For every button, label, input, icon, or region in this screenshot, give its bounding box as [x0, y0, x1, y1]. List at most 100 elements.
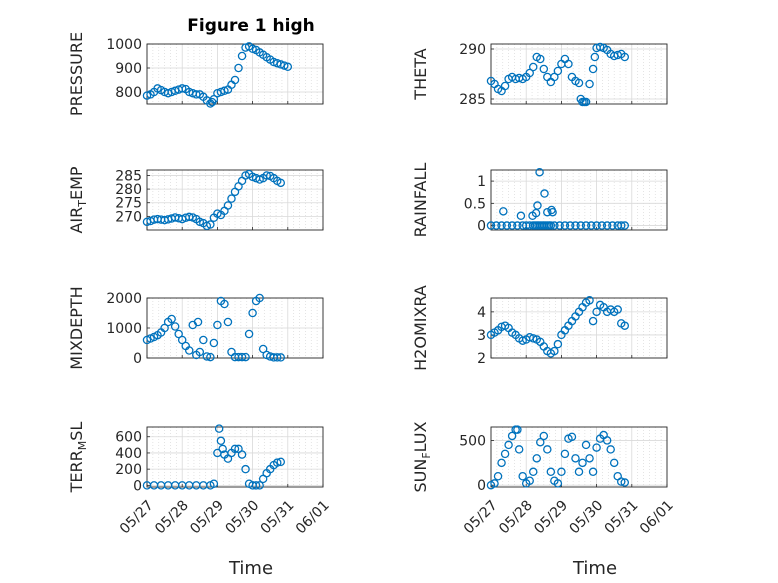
y-axis-label: MIXDEPTH	[67, 286, 86, 369]
data-point	[550, 221, 559, 230]
data-point	[237, 51, 247, 61]
data-point	[555, 221, 564, 230]
data-point	[490, 479, 499, 488]
axes-box	[146, 43, 324, 105]
axes-box	[146, 426, 324, 488]
data-point	[209, 338, 219, 348]
x-tick-label: 05/27	[117, 497, 157, 537]
data-point	[553, 66, 563, 76]
data-point	[276, 178, 286, 188]
x-axis-label-left: Time	[228, 558, 273, 579]
data-point	[177, 335, 187, 345]
data-point	[553, 479, 563, 488]
data-point	[234, 63, 243, 73]
data-point	[160, 323, 169, 333]
y-tick-label: 0	[477, 219, 486, 235]
data-point	[220, 299, 229, 309]
data-point	[507, 431, 517, 441]
data-point	[248, 308, 257, 318]
y-tick-label: 1	[477, 174, 486, 190]
data-point	[223, 201, 233, 210]
y-tick-label: 600	[115, 430, 142, 446]
data-point	[272, 458, 282, 467]
data-point	[248, 44, 257, 54]
data-point	[528, 334, 538, 343]
data-point	[585, 79, 594, 89]
data-point	[230, 444, 240, 454]
data-point	[543, 445, 552, 454]
y-tick-label: 500	[459, 433, 486, 449]
data-point	[590, 52, 600, 62]
data-point	[581, 97, 591, 107]
data-point	[497, 221, 506, 230]
axes-box	[490, 169, 668, 231]
data-point	[592, 221, 601, 230]
data-point	[528, 62, 538, 72]
y-axis-label: AIRTEMP	[67, 166, 89, 233]
axes-box	[490, 426, 668, 488]
data-point	[230, 75, 240, 85]
subplot-4: 0 0.5 1 RAINFALL	[411, 163, 668, 237]
data-point	[546, 467, 556, 477]
x-tick-label: 05/27	[461, 497, 501, 537]
y-tick-label: 2	[477, 351, 486, 367]
data-point	[177, 84, 187, 93]
data-point	[592, 443, 601, 452]
y-tick-label: 3	[477, 328, 486, 344]
y-tick-label: 270	[115, 209, 142, 225]
data-point	[616, 477, 626, 486]
data-point	[213, 320, 222, 330]
data-point	[571, 454, 580, 463]
data-point	[227, 194, 236, 203]
data-point	[535, 167, 544, 177]
y-tick-label: 1000	[106, 321, 142, 337]
data-point	[550, 346, 559, 356]
data-point	[167, 314, 176, 324]
data-point	[620, 52, 630, 62]
data-point	[244, 329, 254, 339]
data-point	[536, 437, 545, 447]
y-tick-label: 400	[115, 446, 142, 462]
data-point	[502, 221, 512, 230]
x-tick-label: 05/30	[223, 497, 263, 537]
y-tick-label: 0.5	[464, 196, 486, 212]
data-point	[597, 221, 607, 230]
data-point	[588, 467, 598, 477]
data-point	[272, 353, 282, 362]
data-point	[280, 61, 289, 70]
data-point	[528, 467, 538, 477]
x-tick-label: 05/30	[567, 497, 607, 537]
axes-box	[146, 169, 324, 231]
x-tick-label: 05/29	[531, 497, 571, 537]
data-point	[195, 347, 205, 357]
data-point	[525, 68, 534, 78]
data-point	[546, 77, 556, 87]
data-point	[255, 481, 264, 490]
data-point	[608, 221, 617, 230]
y-tick-label: 290	[459, 42, 486, 58]
data-point	[564, 59, 573, 69]
data-point	[533, 201, 542, 210]
data-point	[532, 454, 542, 463]
data-point	[218, 444, 227, 454]
y-tick-label: 0	[133, 351, 142, 367]
data-point	[255, 293, 264, 303]
data-point	[539, 64, 549, 74]
data-point	[553, 339, 563, 349]
data-point	[616, 221, 626, 230]
y-tick-label: 200	[115, 462, 142, 478]
data-point	[548, 207, 557, 217]
data-point	[237, 352, 247, 362]
data-point	[276, 353, 286, 362]
data-point	[516, 211, 526, 221]
data-point	[507, 221, 517, 230]
data-point	[576, 221, 586, 230]
data-point	[581, 221, 591, 230]
data-point	[613, 305, 622, 314]
data-point	[588, 316, 598, 326]
x-tick-label: 06/01	[293, 497, 333, 537]
data-point	[209, 94, 219, 104]
